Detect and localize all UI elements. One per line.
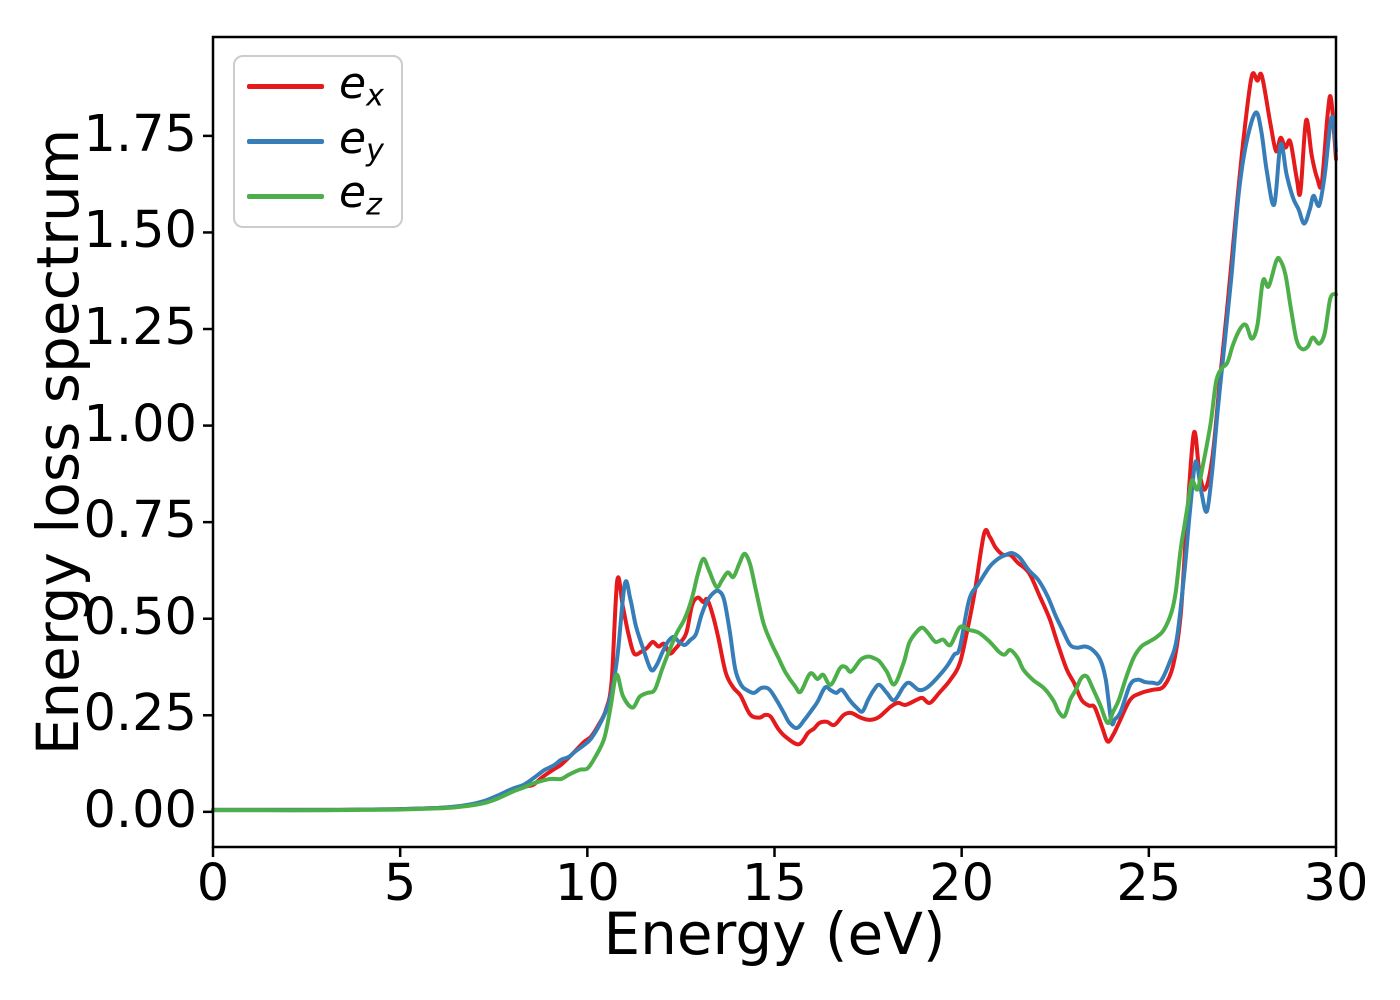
y-tick-label: 0.75: [83, 490, 197, 550]
legend-entry-ez: ez: [247, 171, 401, 221]
x-tick-label: 15: [742, 854, 807, 913]
y-tick-label: 1.00: [83, 394, 197, 454]
legend-line-ez: [247, 193, 324, 199]
x-tick-label: 20: [929, 854, 995, 913]
legend-label-ex: ex: [339, 58, 384, 114]
y-axis-label: Energy loss spectrum: [24, 128, 92, 756]
legend-line-ex: [247, 84, 324, 90]
x-tick-label: 30: [1303, 854, 1369, 913]
legend-entry-ex: ex: [247, 62, 401, 112]
y-tick-label: 1.25: [83, 297, 197, 357]
legend-line-ey: [247, 139, 324, 144]
y-tick-label: 1.50: [83, 201, 197, 261]
legend-label-ey: ey: [339, 112, 384, 169]
y-tick-label: 1.75: [83, 104, 197, 164]
legend-label-ez: ez: [339, 167, 382, 223]
x-tick-label: 10: [554, 854, 620, 913]
x-tick-label: 5: [383, 854, 417, 913]
x-axis-label: Energy (eV): [603, 900, 946, 968]
y-tick-label: 0.25: [83, 684, 197, 744]
y-tick-label: 0.50: [83, 587, 197, 647]
x-tick-label: 25: [1116, 854, 1182, 913]
legend-entry-ey: ey: [247, 112, 401, 169]
series-e_z: [211, 255, 1338, 813]
x-tick-label: 0: [196, 854, 230, 913]
legend: ex ey ez: [233, 55, 403, 228]
y-tick-label: 0.00: [83, 780, 197, 840]
